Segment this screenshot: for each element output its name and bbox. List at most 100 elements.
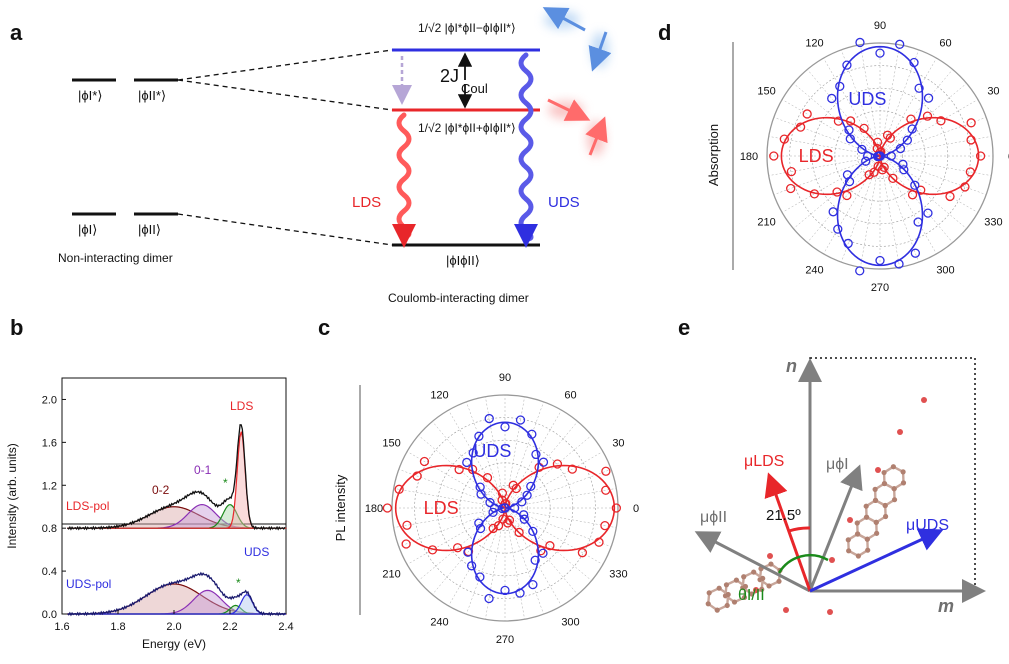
pl-angle-tick: 330 — [609, 569, 627, 581]
pl-angle-tick: 210 — [382, 569, 400, 581]
absorption-grid-spoke — [879, 58, 937, 157]
pl-grid-spoke — [393, 507, 506, 528]
pl-lds-point — [454, 464, 464, 475]
pl-lds-point — [452, 543, 463, 553]
molecule-atom — [863, 503, 869, 509]
pl-uds-point — [530, 555, 540, 565]
absorption-grid-spoke — [782, 99, 881, 157]
molecule-atom — [863, 514, 870, 520]
pl-uds-point — [522, 490, 532, 500]
angle-arc-lds — [788, 526, 811, 533]
uds-dipole-glow-1 — [544, 11, 580, 29]
absorption-grid-spoke — [773, 155, 881, 195]
uds-pol-label: UDS-pol — [66, 577, 111, 591]
pl-grid-spoke — [432, 421, 506, 509]
molecule-heteroatom — [875, 467, 881, 473]
pl-ylabel: PL intensity — [333, 474, 348, 541]
pl-angle-tick: 240 — [430, 616, 448, 628]
absorption-uds-point — [910, 248, 921, 258]
pl-uds-point — [488, 507, 498, 518]
dipole-geometry: n m μϕI μϕII μLDS μUDS 21.5º θI/II — [694, 356, 986, 616]
absorption-grid-spoke — [823, 155, 881, 254]
pl-grid-spoke — [393, 488, 506, 509]
pl-uds-point — [484, 413, 494, 424]
pl-grid-spoke — [398, 469, 506, 509]
molecule-atom — [881, 480, 888, 487]
spectra-xtick-label: 2.4 — [278, 621, 293, 633]
absorption-uds-point — [844, 125, 854, 135]
absorption-angle-tick: 30 — [987, 86, 999, 98]
molecule-atom — [759, 586, 765, 592]
absorption-uds-point — [886, 151, 896, 161]
theta-label: θI/II — [738, 587, 765, 604]
molecule-atom — [725, 591, 731, 598]
molecule-atom — [723, 582, 730, 588]
absorption-lds-point — [786, 166, 797, 177]
pl-angle-tick: 120 — [430, 390, 448, 402]
absorption-uds-point — [874, 151, 884, 161]
pl-grid-spoke — [504, 507, 592, 581]
molecule-atom — [855, 553, 861, 559]
absorption-lds-point — [769, 151, 779, 161]
pl-grid-spoke — [485, 507, 506, 620]
absorption-uds-point — [899, 165, 909, 175]
absorption-lds-point — [872, 137, 883, 147]
pl-grid-spoke — [504, 507, 603, 565]
absorption-uds-point — [842, 60, 852, 70]
pl-lds-point — [600, 520, 610, 531]
molecule-atom — [890, 464, 896, 470]
absorption-lds-point — [906, 114, 916, 124]
pl-lds-point — [401, 539, 411, 549]
pl-uds-point — [466, 561, 477, 571]
absorption-uds-point — [844, 176, 855, 187]
molecule-heteroatom — [829, 557, 835, 563]
absorption-lds-point — [864, 170, 874, 180]
pl-lds-point — [577, 548, 588, 558]
absorption-uds-point — [827, 93, 837, 104]
pl-uds-point — [515, 415, 526, 425]
absorption-uds-point — [895, 39, 905, 49]
lds-state-label: 1/√2 |ϕI*ϕII+ϕIϕII*⟩ — [418, 121, 516, 135]
state-phiI: |ϕI⟩ — [78, 222, 97, 237]
pl-grid-spoke — [418, 435, 506, 509]
pl-uds-point — [515, 588, 525, 598]
absorption-grid-ring — [857, 133, 903, 179]
absorption-grid-spoke — [773, 117, 881, 157]
absorption-angle-tick: 330 — [984, 217, 1002, 229]
absorption-grid-spoke — [879, 69, 953, 157]
panel-label-c: c — [318, 315, 330, 340]
absorption-grid-spoke — [841, 49, 881, 157]
molecule-atom — [855, 531, 861, 537]
absorption-angle-tick: 150 — [757, 86, 775, 98]
molecule-atom — [716, 585, 722, 591]
absorption-uds-point — [875, 255, 885, 266]
pl-grid-ring — [414, 417, 596, 599]
molecule-atom — [776, 578, 782, 584]
absorption-grid-spoke — [879, 155, 967, 229]
pl-lds-point — [601, 485, 611, 495]
molecule-atom — [854, 520, 860, 526]
absorption-lds-point — [842, 190, 852, 201]
spectra-curves — [67, 424, 286, 617]
mu-lds-label: μLDS — [744, 453, 784, 470]
absorption-lds-point — [859, 123, 869, 134]
pl-uds-point — [475, 482, 485, 492]
spectra-xlabel: Energy (eV) — [142, 637, 206, 651]
molecule-atom — [741, 594, 748, 601]
pl-uds-point — [519, 514, 529, 524]
absorption-lds-point — [922, 111, 933, 121]
molecule-atom — [874, 530, 880, 536]
absorption-grid-spoke — [768, 136, 881, 157]
pl-uds-point — [500, 422, 510, 432]
absorption-lds-point — [809, 189, 820, 199]
spectra-xtick-label: 1.6 — [54, 621, 69, 633]
pl-uds-point — [474, 431, 484, 441]
absorption-uds-point — [833, 224, 843, 234]
absorption-uds-point — [902, 135, 913, 145]
pl-lds-fit — [394, 464, 616, 552]
vibronic-01-label: 0-1 — [194, 463, 212, 477]
absorption-ylabel: Absorption — [706, 124, 721, 186]
pl-uds-point — [463, 547, 473, 557]
pl-uds-point — [485, 497, 495, 508]
pl-polar-chart: PL intensity 0 30 60 90 120 150 180 210 240 270 30… — [333, 372, 639, 646]
